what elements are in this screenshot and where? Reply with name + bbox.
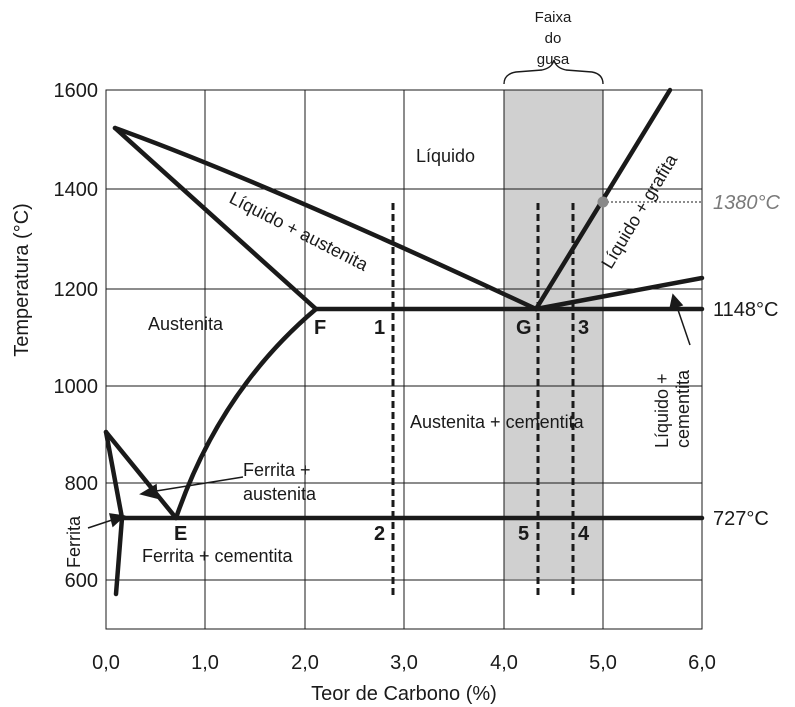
- temp-1148: 1148°C: [713, 299, 778, 321]
- arrow-head-ferrita-austenita: [139, 483, 158, 499]
- x-tick-2: 2,0: [291, 652, 319, 674]
- temp-1380: 1380°C: [713, 192, 780, 214]
- y-tick-600: 600: [65, 570, 98, 592]
- temp-1380-unit: °C: [758, 192, 781, 214]
- liquidus-left: [112, 125, 539, 312]
- region-ferrita: Ferrita: [64, 515, 84, 568]
- marker-1380-point: [597, 196, 609, 208]
- x-tick-6: 6,0: [688, 652, 716, 674]
- y-axis-title: Temperatura (°C): [11, 203, 33, 357]
- x-tick-5: 5,0: [589, 652, 617, 674]
- arrows: [87, 293, 691, 529]
- pig-iron-band: [504, 90, 603, 579]
- region-ferrita-austenita-2: austenita: [243, 484, 317, 504]
- point-5: 5: [518, 523, 529, 545]
- a3-line: [103, 429, 179, 521]
- temp-727: 727°C: [713, 508, 769, 530]
- y-tick-1600: 1600: [54, 80, 99, 102]
- region-liquido-grafita: Líquido + grafita: [597, 150, 681, 272]
- x-tick-0: 0,0: [92, 652, 120, 674]
- temp-727-unit: °C: [746, 508, 768, 530]
- y-tick-1000: 1000: [54, 376, 99, 398]
- solidus-left: [112, 125, 319, 312]
- band-label-line-3: gusa: [537, 51, 570, 68]
- temp-727-value: 727: [713, 508, 746, 530]
- point-1: 1: [374, 317, 385, 339]
- temp-1148-unit: °C: [756, 299, 778, 321]
- temp-1380-value: 1380: [713, 192, 758, 214]
- x-tick-4: 4,0: [490, 652, 518, 674]
- region-austenita: Austenita: [148, 314, 224, 334]
- point-4: 4: [578, 523, 590, 545]
- band-brace: [503, 59, 604, 85]
- x-axis-title: Teor de Carbono (%): [311, 683, 497, 705]
- arrow-head-ferrita: [109, 513, 126, 528]
- region-ferrita-austenita-1: Ferrita +: [243, 460, 311, 480]
- temp-1148-value: 1148: [713, 299, 756, 321]
- point-3: 3: [578, 317, 589, 339]
- point-E: E: [174, 523, 187, 545]
- y-tick-1400: 1400: [54, 179, 99, 201]
- point-G: G: [516, 317, 532, 339]
- graphite-line: [533, 275, 705, 312]
- phase-lines: [103, 87, 705, 597]
- point-2: 2: [374, 523, 385, 545]
- y-tick-1200: 1200: [54, 279, 99, 301]
- region-austenita-cementita: Austenita + cementita: [410, 412, 585, 432]
- arrow-head-liquido-cementita: [668, 293, 684, 311]
- x-tick-1: 1,0: [191, 652, 219, 674]
- region-liquido-cementita-1: Líquido +: [652, 373, 672, 448]
- region-ferrita-cementita: Ferrita + cementita: [142, 546, 294, 566]
- x-tick-3: 3,0: [390, 652, 418, 674]
- region-liquido-cementita-2: cementita: [673, 369, 693, 448]
- band-label-line-2: do: [545, 30, 562, 47]
- ferrite-solvus: [103, 429, 125, 597]
- y-tick-800: 800: [65, 473, 98, 495]
- band-label-line-1: Faixa: [535, 9, 572, 26]
- region-liquido: Líquido: [416, 146, 475, 166]
- point-F: F: [314, 317, 326, 339]
